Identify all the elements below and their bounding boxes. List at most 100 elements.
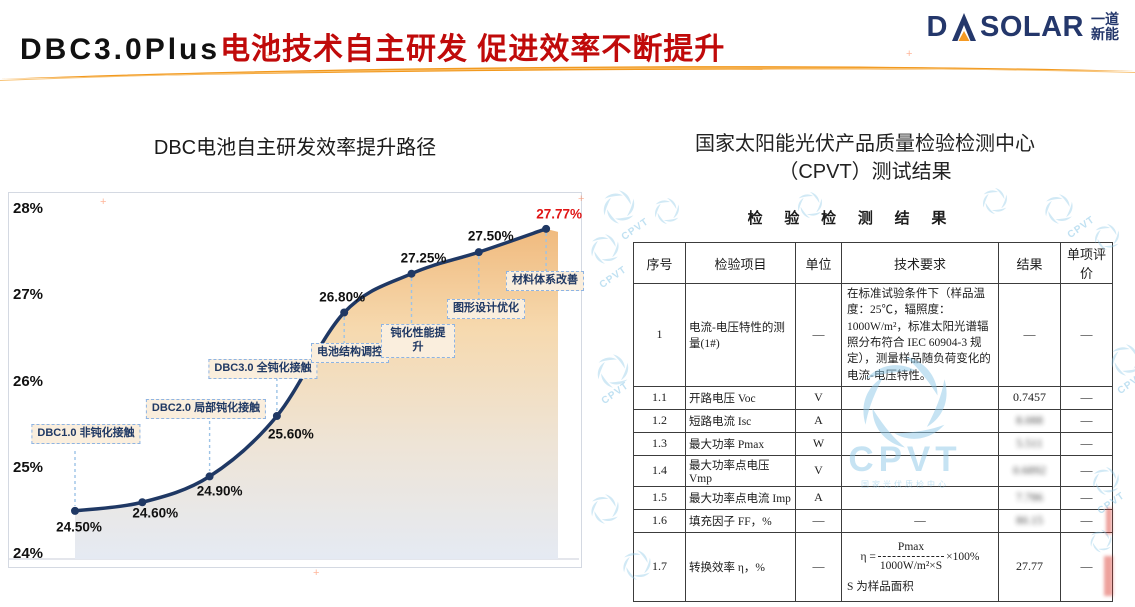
logo-letters-solar: SOLAR bbox=[980, 11, 1084, 43]
report-title-line1: 国家太阳能光伏产品质量检验检测中心 bbox=[695, 133, 1035, 155]
result-value: — bbox=[1023, 327, 1036, 342]
result-value: 27.77 bbox=[1016, 559, 1043, 574]
table-row: 1.6 填充因子 FF，% — —80.15— bbox=[633, 508, 1113, 533]
y-axis-tick: 27% bbox=[13, 286, 44, 304]
y-axis-tick: 26% bbox=[13, 372, 44, 390]
cpvt-watermark-text: CPVT bbox=[1115, 370, 1135, 397]
cpvt-watermark-text: CPVT bbox=[599, 380, 632, 407]
report-title-line2: （CPVT）测试结果 bbox=[778, 161, 952, 183]
y-axis-tick: 28% bbox=[13, 200, 44, 217]
table-cell bbox=[841, 485, 999, 510]
table-cell: 短路电流 Isc bbox=[685, 408, 796, 433]
table-cell: 填充因子 FF，% bbox=[685, 508, 796, 533]
page-title-slogan: 电池技术自主研发 促进效率不断提升 bbox=[220, 33, 726, 66]
data-point-label: 27.25% bbox=[400, 250, 447, 266]
table-cell: 最大功率点电压 Vmp bbox=[685, 454, 796, 487]
table-cell: 80.15 bbox=[998, 508, 1061, 533]
table-cell: 1.1 bbox=[633, 385, 686, 410]
table-row: 1.2 短路电流 Isc A 8.088 — bbox=[633, 408, 1113, 433]
table-cell: — bbox=[795, 283, 842, 387]
table-cell: 最大功率 Pmax bbox=[685, 431, 796, 456]
table-cell: — bbox=[795, 508, 842, 533]
table-cell: — bbox=[841, 508, 999, 533]
result-value-redacted: 5.511 bbox=[1016, 436, 1043, 451]
page-title-product: DBC3.0Plus bbox=[20, 33, 221, 66]
milestone-box: DBC3.0 全钝化接触 bbox=[208, 359, 318, 379]
cpvt-watermark-text: CPVT bbox=[1065, 214, 1098, 241]
table-cell: 1.5 bbox=[633, 485, 686, 510]
milestone-box: 图形设计优化 bbox=[447, 299, 525, 319]
table-row: 1.1 开路电压 Voc V 0.7457 — bbox=[633, 385, 1113, 410]
cpvt-watermark-icon bbox=[588, 232, 622, 266]
table-cell bbox=[841, 454, 999, 487]
table-cell: — bbox=[1060, 454, 1113, 487]
table-cell: 1.4 bbox=[633, 454, 686, 487]
table-cell: η = Pmax 1000W/m²×S ×100% S 为样品面积 bbox=[841, 531, 999, 602]
table-cell: 5.511 bbox=[998, 431, 1061, 456]
column-header: 单项评价 bbox=[1060, 242, 1113, 284]
milestone-box: DBC2.0 局部钝化接触 bbox=[145, 399, 267, 419]
table-cell: 0.7457 bbox=[998, 385, 1061, 410]
registration-mark: + bbox=[906, 48, 913, 60]
table-cell: 27.77 bbox=[998, 531, 1061, 602]
table-cell: W bbox=[795, 431, 842, 456]
table-cell: — bbox=[795, 531, 842, 602]
dasolar-logo-text: D SOLAR bbox=[927, 12, 1084, 42]
table-cell: — bbox=[1060, 283, 1113, 387]
table-cell: A bbox=[795, 408, 842, 433]
column-header: 序号 bbox=[633, 242, 686, 284]
result-value-redacted: 0.6892 bbox=[1013, 463, 1046, 478]
table-cell: 1.2 bbox=[633, 408, 686, 433]
column-header: 单位 bbox=[795, 242, 842, 284]
table-cell bbox=[841, 408, 999, 433]
y-axis-tick: 24% bbox=[13, 545, 44, 562]
page-title: DBC3.0Plus电池技术自主研发 促进效率不断提升 bbox=[20, 24, 725, 68]
y-axis-tick: 25% bbox=[13, 458, 44, 476]
chart-title: DBC电池自主研发效率提升路径 bbox=[153, 137, 437, 159]
milestone-box: DBC1.0 非钝化接触 bbox=[31, 424, 141, 444]
table-cell: 1.3 bbox=[633, 431, 686, 456]
milestone-box: 材料体系改善 bbox=[506, 271, 584, 291]
formula-note: S 为样品面积 bbox=[847, 580, 914, 593]
logo-chinese-name: 一道 新能 bbox=[1091, 12, 1119, 42]
table-cell: 0.6892 bbox=[998, 454, 1061, 487]
table-row: 1.7 转换效率 η，% — η = Pmax 1000W/m²×S ×100% S 为样品面… bbox=[633, 531, 1113, 602]
table-cell: 开路电压 Voc bbox=[685, 385, 796, 410]
column-header: 技术要求 bbox=[841, 242, 999, 284]
report-title: 国家太阳能光伏产品质量检验检测中心 （CPVT）测试结果 bbox=[600, 130, 1130, 186]
milestone-box: 钝化性能提升 bbox=[381, 324, 455, 358]
result-value-redacted: 7.786 bbox=[1016, 490, 1043, 505]
column-header: 结果 bbox=[998, 242, 1061, 284]
table-cell: 7.786 bbox=[998, 485, 1061, 510]
test-results-table: 序号 检验项目 单位 技术要求 结果 单项评价 1 电流-电压特性的测量(1#) — 在标准试验… bbox=[633, 242, 1113, 602]
data-point-label: 24.90% bbox=[196, 483, 243, 499]
table-cell: — bbox=[1060, 508, 1113, 533]
table-cell: — bbox=[1060, 485, 1113, 510]
cpvt-watermark-icon bbox=[588, 492, 622, 526]
efficiency-formula: η = Pmax 1000W/m²×S ×100% bbox=[860, 540, 980, 573]
logo-cn-line1: 一道 bbox=[1091, 11, 1119, 27]
table-cell: 8.088 bbox=[998, 408, 1061, 433]
table-row: 1 电流-电压特性的测量(1#) — 在标准试验条件下（样品温度：25℃，辐照度：10… bbox=[633, 283, 1113, 387]
table-cell: 转换效率 η，% bbox=[685, 531, 796, 602]
logo-letter-d: D bbox=[926, 11, 948, 43]
cpvt-watermark-text: CPVT bbox=[597, 264, 630, 291]
cpvt-watermark-icon bbox=[594, 352, 632, 390]
data-point-label: 25.60% bbox=[267, 426, 314, 442]
table-row: 1.5 最大功率点电流 Imp A 7.786 — bbox=[633, 485, 1113, 510]
table-cell: 1.7 bbox=[633, 531, 686, 602]
table-header: 序号 检验项目 单位 技术要求 结果 单项评价 bbox=[633, 242, 1113, 284]
table-cell: 电流-电压特性的测量(1#) bbox=[685, 283, 796, 387]
table-cell: 在标准试验条件下（样品温度：25℃，辐照度：1000W/m²，标准太阳光谱辐照分… bbox=[841, 283, 999, 387]
efficiency-chart: 24.50% DBC1.0 非钝化接触 24.60% 24.90% DBC2.0 局部钝… bbox=[8, 192, 584, 568]
data-point-label: 26.80% bbox=[319, 289, 366, 304]
efficiency-chart-svg bbox=[9, 224, 579, 560]
logo-cn-line2: 新能 bbox=[1091, 26, 1119, 42]
title-underline-swoosh bbox=[0, 66, 1135, 81]
table-cell: V bbox=[795, 454, 842, 487]
table-cell: 1.6 bbox=[633, 508, 686, 533]
table-cell: — bbox=[1060, 385, 1113, 410]
table-cell bbox=[841, 385, 999, 410]
table-row: 1.3 最大功率 Pmax W 5.511 — bbox=[633, 431, 1113, 456]
